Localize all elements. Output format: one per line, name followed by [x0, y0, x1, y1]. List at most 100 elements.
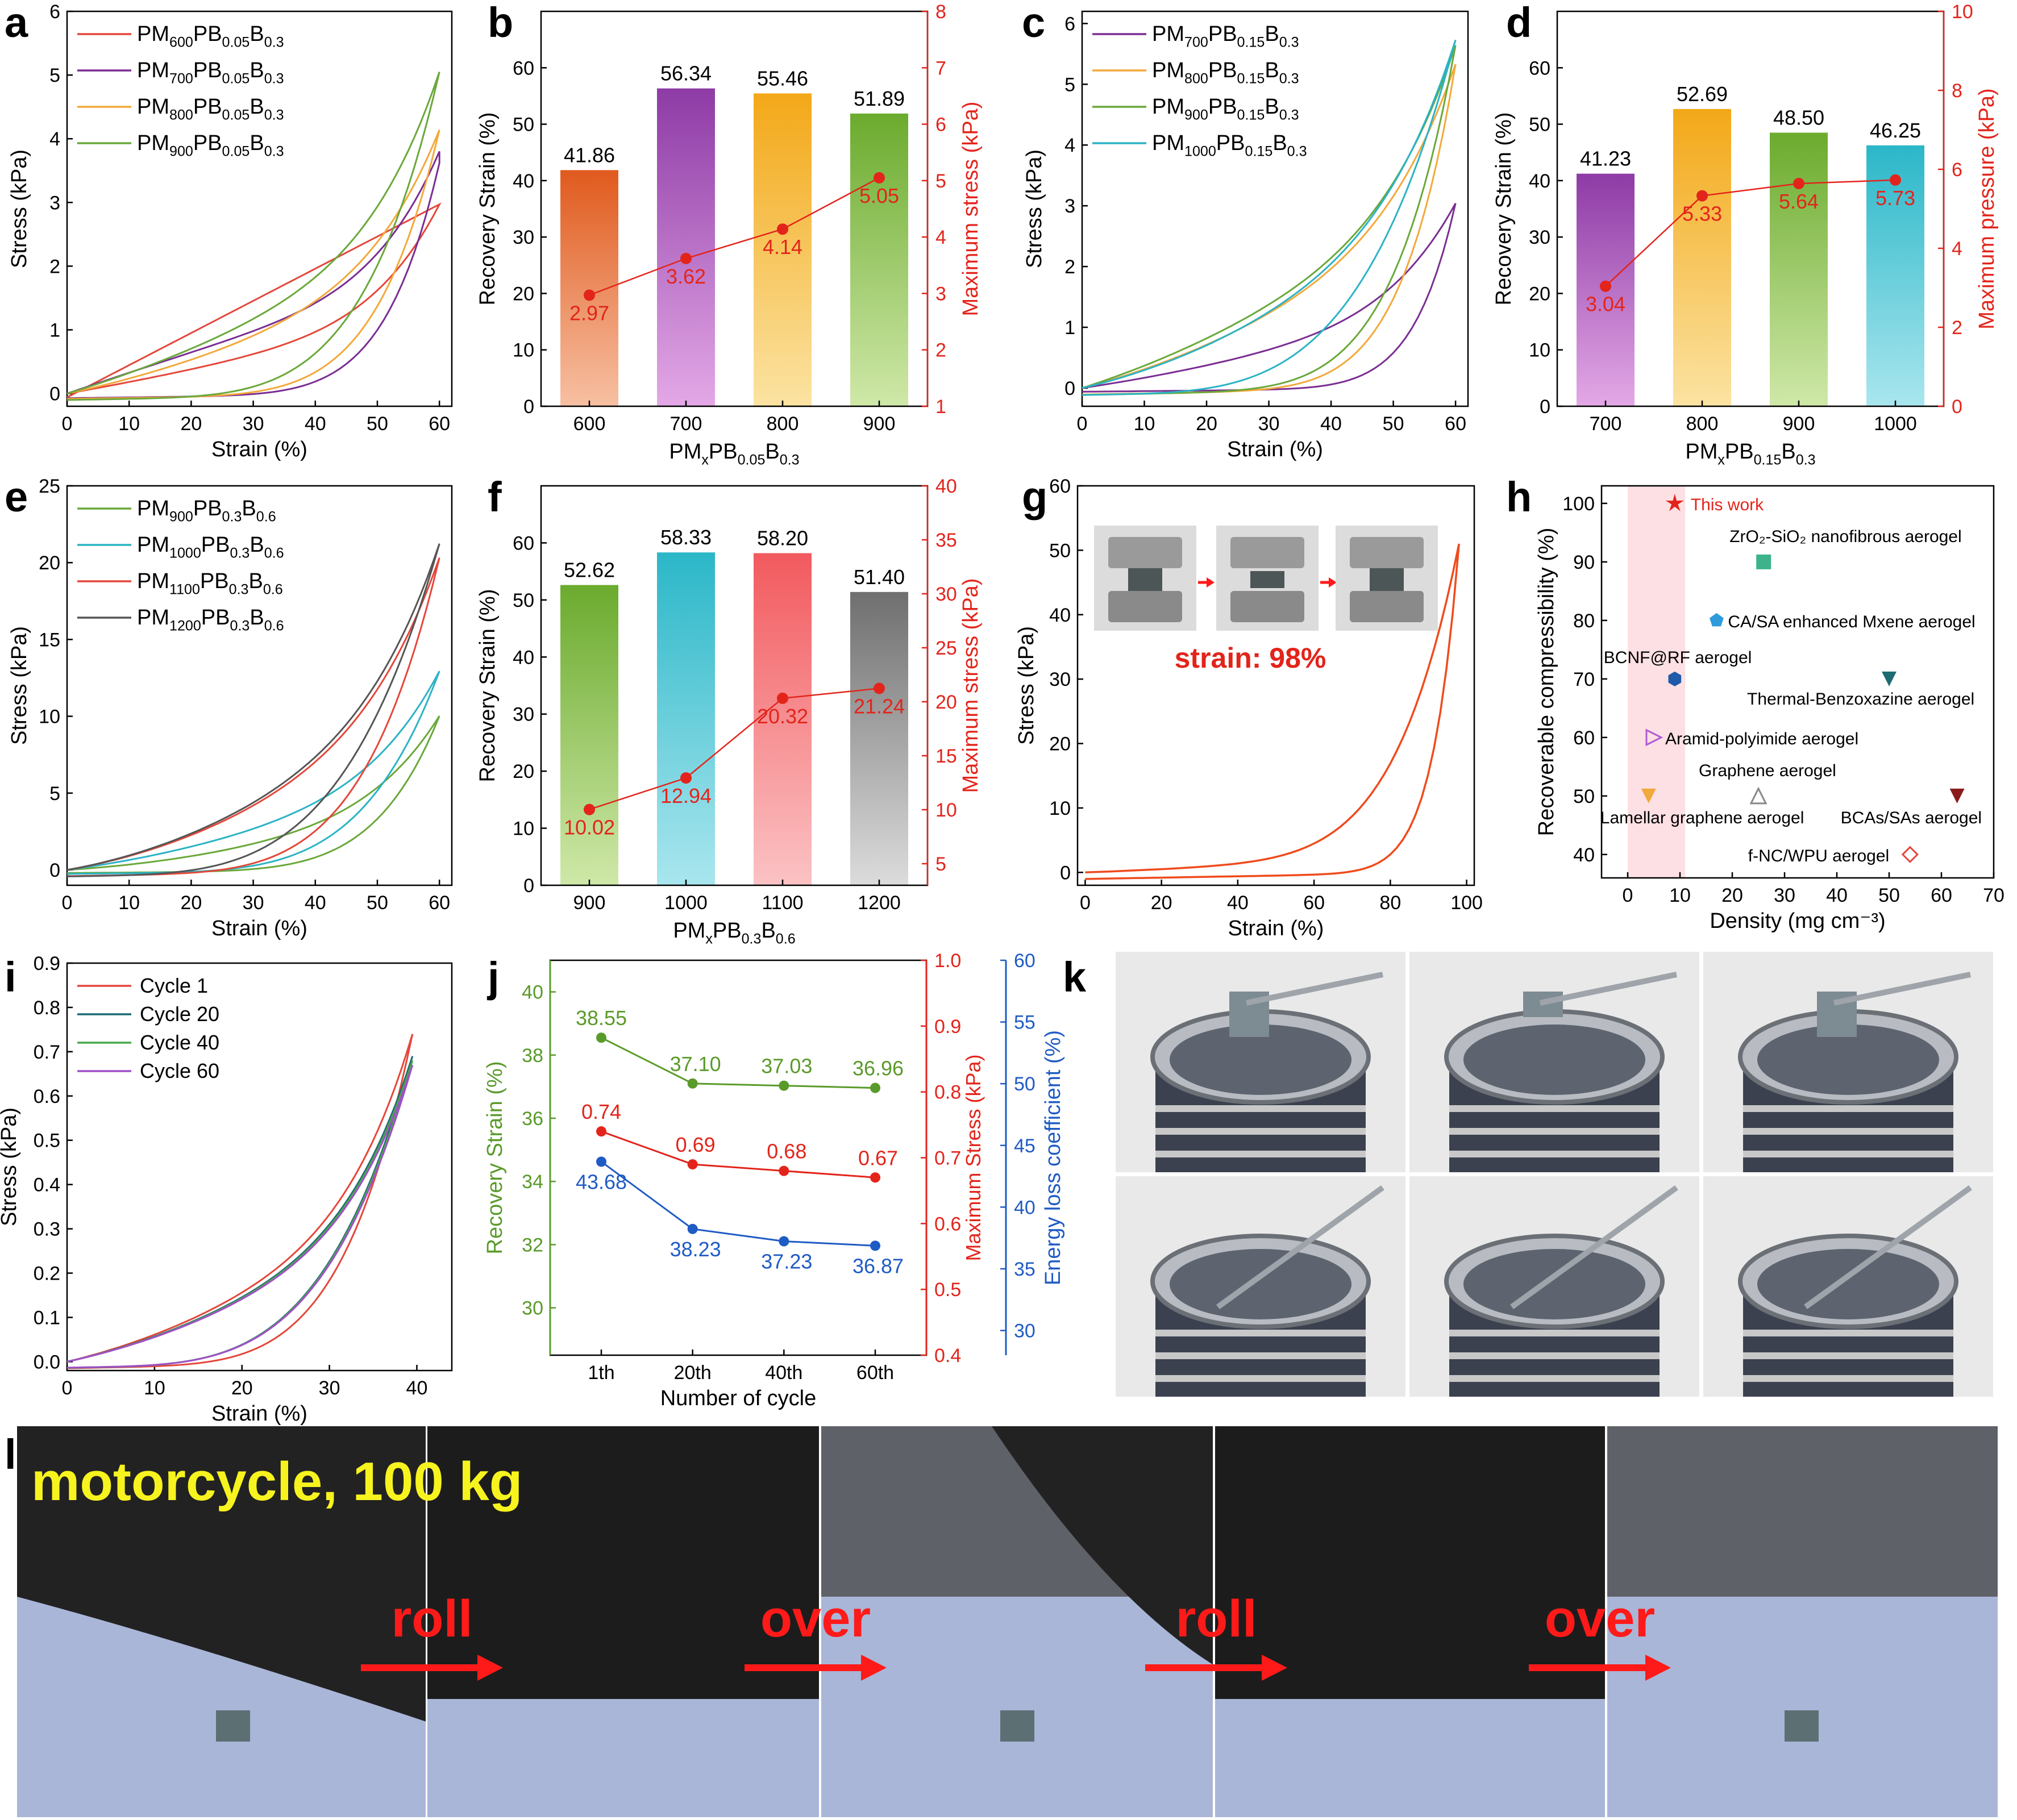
line-point-label: 4.14 — [763, 235, 802, 259]
photo-cell — [1409, 952, 1699, 1172]
y-axis-label: Recovery Strain (%) — [476, 113, 500, 306]
arrow-head — [1207, 577, 1215, 588]
panel-letter-c: c — [1022, 0, 1045, 46]
legend-label: PM900PB0.05B0.3 — [137, 131, 284, 160]
plot-frame — [1076, 485, 1475, 886]
x-tick-label: 30 — [1258, 413, 1280, 435]
y-tick-label: 50 — [1529, 114, 1550, 136]
y-tick-label: 6 — [1064, 13, 1075, 35]
formula-subscript: 0.3 — [229, 582, 249, 598]
y-tick-label: 6 — [1952, 159, 1962, 181]
y-axis-label: Stress (kPa) — [0, 1107, 21, 1226]
point-label: Thermal-Benzoxazine aerogel — [1747, 690, 1974, 709]
series-line — [66, 670, 440, 875]
chart-j: 1th 20th 40th 60th Number of cycle 30 32 34 36 38… — [483, 950, 1065, 1410]
series-line — [66, 1064, 414, 1369]
tweezer — [1539, 972, 1678, 1006]
y-tick-label: 6 — [49, 1, 60, 23]
x-tick-label: 60 — [1303, 892, 1325, 914]
formula-subscript: x — [1717, 452, 1725, 468]
formula-text: PB — [709, 440, 738, 464]
line-point-label: 38.55 — [576, 1006, 627, 1030]
marker-triangle-down — [1949, 788, 1965, 803]
photo-panel-k — [1116, 952, 1993, 1397]
x-tick-label: 1100 — [762, 892, 803, 914]
y-tick-label: 40 — [1014, 1197, 1035, 1218]
marker-triangle-up — [1749, 786, 1768, 805]
line-point — [1696, 190, 1708, 202]
legend-label: Cycle 1 — [140, 974, 208, 997]
x-tick-label: 40 — [305, 892, 326, 914]
formula-subscript: 0.3 — [742, 931, 762, 947]
y-tick-label: 40 — [935, 476, 957, 497]
container-band — [1155, 1128, 1366, 1135]
line-point — [1600, 280, 1611, 292]
x-tick-label: 20 — [1196, 413, 1217, 435]
x-tick-label: 20 — [231, 1377, 253, 1399]
chart-b: 41.86 600 56.34 700 55.46 800 51.89 900 0 10 20 30 4… — [476, 1, 983, 468]
y-axis-label: Recoverable compressibility (%) — [1534, 528, 1558, 836]
formula-subscript: 900 — [169, 144, 193, 160]
container-band — [1743, 1128, 1953, 1135]
y-tick-label: 40 — [513, 647, 534, 668]
bar — [754, 553, 812, 885]
panel-letter-l: l — [5, 1431, 16, 1478]
tweezer — [1245, 972, 1384, 1006]
y2-axis-label: Maximum stress (kPa) — [959, 578, 983, 793]
x-tick-label: 70 — [1983, 885, 2004, 906]
y-tick-label: 100 — [1562, 493, 1595, 515]
series-line — [66, 1060, 414, 1369]
y-tick-label: 20 — [935, 692, 957, 713]
y-tick-label: 70 — [1573, 669, 1595, 690]
formula-subscript: 0.3 — [264, 107, 284, 123]
bar-value-label: 56.34 — [660, 62, 712, 85]
photo-segment — [1215, 1426, 1607, 1817]
formula-text: B — [761, 919, 775, 943]
line-point — [596, 1032, 606, 1043]
line-point — [584, 289, 595, 301]
photo-title: motorcycle, 100 kg — [31, 1451, 522, 1512]
panel-letter-a: a — [5, 0, 28, 46]
container-band — [1449, 1105, 1660, 1112]
y-tick-label: 2 — [1952, 317, 1962, 339]
bar-value-label: 55.46 — [757, 66, 808, 90]
photo-cell — [1116, 1176, 1405, 1397]
line-point — [687, 1223, 698, 1234]
panel-letter-i: i — [5, 953, 16, 1001]
formula-text: PM — [137, 569, 169, 593]
formula-text: B — [249, 131, 264, 155]
photo-label: over — [760, 1590, 871, 1648]
y-tick-label: 40 — [513, 170, 534, 192]
sample-block — [1785, 1710, 1819, 1742]
photo-label: over — [1545, 1590, 1655, 1648]
y-tick-label: 30 — [513, 227, 534, 248]
line-point-label: 36.96 — [852, 1057, 904, 1080]
y2-axis-label: Maximum pressure (kPa) — [1975, 88, 1999, 329]
x-axis-label: Strain (%) — [211, 438, 307, 461]
legend-label: PM800PB0.15B0.3 — [1152, 59, 1299, 87]
y-tick-label: 10 — [513, 818, 534, 840]
line-point-label: 21.24 — [854, 694, 905, 718]
inset-photo — [1094, 526, 1215, 631]
formula-subscript: 0.3 — [230, 545, 250, 561]
line-series — [601, 1161, 876, 1247]
bar — [657, 88, 715, 407]
formula-text: PM — [137, 606, 169, 630]
y-tick-label: 25 — [935, 638, 957, 659]
y-tick-label: 0.6 — [934, 1213, 961, 1235]
y-axis-label: Stress (kPa) — [7, 149, 31, 268]
y-tick-label: 2 — [935, 340, 946, 361]
x-tick-label: 1000 — [664, 892, 708, 914]
panel-letter-d: d — [1506, 0, 1532, 46]
formula-text: PB — [713, 919, 742, 943]
container-band — [1743, 1352, 1953, 1359]
y-tick-label: 4 — [1952, 238, 1962, 260]
y-tick-label: 8 — [935, 1, 946, 23]
y-tick-label: 4 — [49, 128, 60, 150]
x-tick-label: 1000 — [1874, 413, 1917, 435]
y2-axis-label: Maximum Stress (kPa) — [962, 1054, 985, 1261]
y-tick-label: 10 — [513, 340, 534, 361]
y-tick-label: 50 — [1014, 1073, 1035, 1095]
x-tick-label: 0 — [1077, 413, 1088, 435]
y-tick-label: 0 — [1952, 396, 1962, 418]
